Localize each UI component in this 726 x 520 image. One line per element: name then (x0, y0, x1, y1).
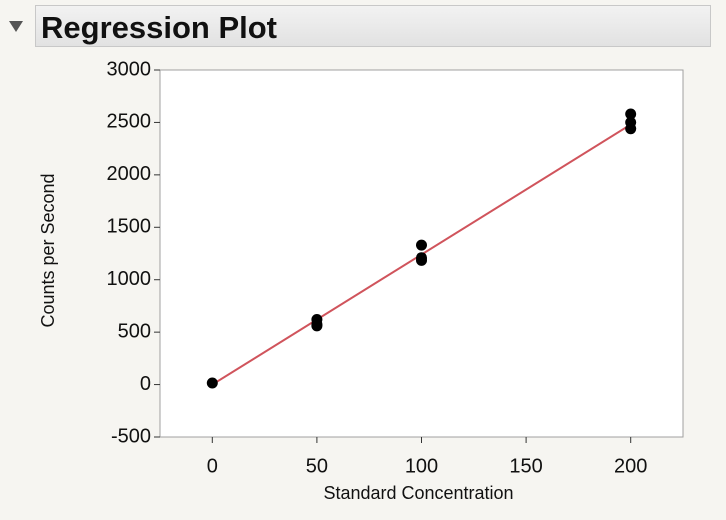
disclosure-triangle[interactable] (8, 20, 24, 34)
data-point (416, 239, 427, 251)
data-point (625, 108, 637, 120)
header-title: Regression Plot (41, 10, 277, 45)
data-point (206, 377, 218, 389)
y-tick-label: 500 (118, 320, 151, 342)
y-axis-label: Counts per Second (38, 173, 58, 327)
x-tick-label: 100 (405, 455, 438, 477)
data-point (416, 254, 427, 266)
y-tick-label: 1500 (107, 216, 152, 238)
x-tick-label: 150 (509, 455, 542, 477)
data-point (311, 320, 323, 332)
y-tick-label: 3000 (107, 58, 152, 80)
outline-header[interactable]: Regression Plot (35, 5, 711, 47)
y-tick-label: 2500 (107, 111, 152, 133)
data-point (625, 123, 637, 135)
y-tick-label: 0 (140, 373, 151, 395)
y-tick-label: 2000 (107, 163, 152, 185)
x-tick-label: 200 (614, 455, 647, 477)
y-tick-label: -500 (111, 425, 151, 447)
x-axis-label: Standard Concentration (323, 483, 513, 503)
x-tick-label: 50 (306, 455, 328, 477)
y-tick-label: 1000 (107, 268, 152, 290)
x-tick-label: 0 (207, 455, 218, 477)
